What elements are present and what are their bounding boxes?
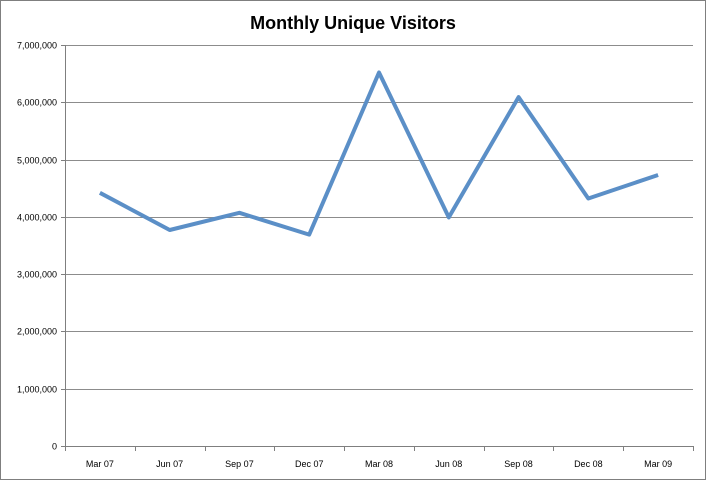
x-tick-label: Jun 07: [156, 459, 183, 469]
y-tick-label: 4,000,000: [17, 213, 57, 223]
y-tick-label: 2,000,000: [17, 327, 57, 337]
x-tick-label: Mar 09: [644, 459, 672, 469]
x-tick-label: Dec 08: [574, 459, 603, 469]
series-line: [98, 70, 659, 237]
x-tick-labels: Mar 07 Jun 07 Sep 07 Dec 07 Mar 08 Jun 08 Sep …: [86, 459, 672, 469]
y-tick-label: 5,000,000: [17, 156, 57, 166]
y-tick-label: 6,000,000: [17, 98, 57, 108]
y-tick-label: 0: [52, 442, 57, 452]
y-gridlines: [65, 45, 693, 390]
x-tick-label: Jun 08: [435, 459, 462, 469]
axes: [61, 45, 694, 451]
y-tick-label: 3,000,000: [17, 270, 57, 280]
chart-title: Monthly Unique Visitors: [250, 13, 456, 33]
x-tick-label: Dec 07: [295, 459, 324, 469]
y-tick-label: 1,000,000: [17, 385, 57, 395]
x-tick-label: Mar 08: [365, 459, 393, 469]
y-tick-labels: 0 1,000,000 2,000,000 3,000,000 4,000,000 5,0…: [17, 41, 57, 452]
y-tick-label: 7,000,000: [17, 41, 57, 51]
series-layer: [98, 70, 659, 237]
x-tick-label: Mar 07: [86, 459, 114, 469]
x-tick-label: Sep 08: [504, 459, 533, 469]
x-tick-label: Sep 07: [225, 459, 254, 469]
